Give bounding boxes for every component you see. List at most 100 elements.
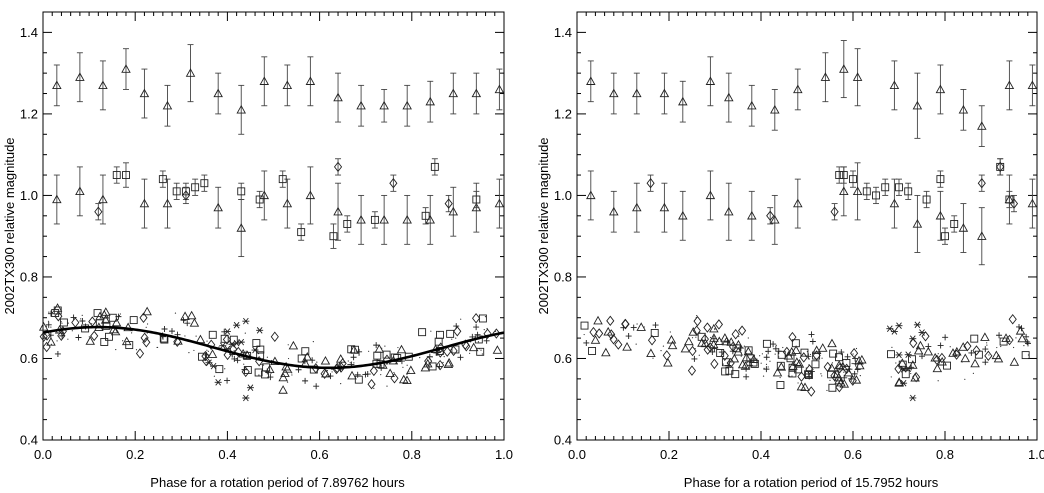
- data-point: [891, 346, 893, 348]
- data-point: [622, 342, 632, 351]
- data-point: [1015, 337, 1017, 339]
- data-point: [817, 343, 828, 352]
- errorbar-series: [94, 158, 453, 221]
- data-point: [356, 100, 366, 110]
- y-tick-label: 1.4: [554, 25, 572, 40]
- data-point: [986, 344, 988, 346]
- data-point: [849, 175, 857, 184]
- x-axis-label: Phase for a rotation period of 7.89762 h…: [150, 475, 405, 490]
- data-point: [478, 314, 487, 323]
- data-point: [494, 198, 505, 208]
- data-point: [259, 76, 270, 85]
- data-point: [747, 100, 757, 110]
- data-point: [1024, 340, 1031, 347]
- data-point: [480, 349, 482, 351]
- x-tick-label: 1.0: [1028, 447, 1044, 462]
- data-point: [859, 375, 861, 377]
- data-point: [430, 330, 432, 332]
- data-point: [48, 311, 50, 313]
- data-point: [932, 357, 934, 359]
- data-point: [621, 318, 630, 330]
- data-point: [830, 206, 839, 217]
- data-point: [848, 375, 857, 386]
- data-point: [632, 88, 642, 98]
- data-point: [146, 323, 149, 325]
- data-point: [890, 376, 892, 378]
- data-point: [100, 315, 111, 324]
- data-point: [309, 357, 316, 364]
- data-point: [477, 341, 480, 343]
- data-point: [904, 351, 912, 358]
- data-point: [481, 353, 483, 355]
- data-point: [1004, 80, 1015, 90]
- data-point: [733, 344, 735, 346]
- data-point: [982, 359, 989, 366]
- data-point: [705, 190, 716, 200]
- data-point: [281, 361, 291, 371]
- data-point: [708, 344, 710, 346]
- data-point: [770, 341, 777, 348]
- data-point: [462, 340, 471, 352]
- data-point: [783, 350, 794, 360]
- data-point: [228, 340, 236, 348]
- data-point: [778, 356, 780, 358]
- y-tick-label: 0.6: [20, 351, 38, 366]
- x-tick-label: 0.4: [218, 447, 236, 462]
- data-point: [286, 381, 289, 383]
- data-point: [258, 374, 260, 376]
- data-point: [303, 361, 306, 363]
- data-point: [763, 366, 770, 373]
- data-point: [173, 336, 183, 345]
- data-point: [984, 350, 993, 362]
- data-point: [806, 373, 813, 380]
- data-point: [694, 347, 696, 350]
- errorbar-series: [112, 158, 481, 249]
- data-point: [716, 349, 725, 357]
- data-point: [769, 360, 771, 362]
- data-point: [829, 349, 838, 358]
- data-point: [195, 334, 206, 344]
- data-point: [894, 377, 904, 386]
- data-point: [964, 378, 966, 380]
- data-point: [98, 80, 108, 90]
- data-point: [234, 357, 241, 364]
- data-point: [839, 186, 849, 196]
- data-point: [607, 329, 616, 340]
- data-point: [108, 324, 119, 334]
- data-point: [889, 80, 900, 90]
- data-point: [373, 351, 382, 360]
- data-point: [636, 323, 638, 325]
- data-point: [287, 344, 289, 346]
- data-point: [614, 339, 623, 350]
- data-point: [105, 332, 113, 341]
- data-point: [158, 175, 167, 184]
- data-point: [213, 375, 215, 377]
- data-point: [609, 206, 619, 216]
- data-point: [818, 364, 820, 366]
- data-point: [834, 375, 844, 385]
- data-point: [889, 198, 900, 208]
- data-point: [256, 345, 265, 354]
- y-tick-label: 1.0: [20, 188, 38, 203]
- data-point: [737, 345, 744, 352]
- data-point: [800, 348, 809, 357]
- data-point: [381, 347, 383, 349]
- data-point: [851, 370, 858, 377]
- data-point: [710, 358, 719, 370]
- data-point: [851, 375, 862, 384]
- data-point: [200, 179, 209, 188]
- errorbar-series: [646, 158, 1019, 225]
- data-point: [233, 339, 241, 347]
- data-point: [140, 332, 149, 344]
- data-point: [741, 352, 752, 362]
- data-point: [67, 338, 69, 340]
- data-point: [215, 365, 224, 374]
- data-point: [327, 373, 334, 380]
- data-point: [776, 381, 785, 389]
- data-point: [809, 338, 816, 345]
- data-point: [774, 353, 776, 355]
- data-point: [262, 364, 265, 366]
- y-tick-label: 1.4: [20, 25, 38, 40]
- data-point: [838, 349, 845, 356]
- data-point: [168, 328, 175, 335]
